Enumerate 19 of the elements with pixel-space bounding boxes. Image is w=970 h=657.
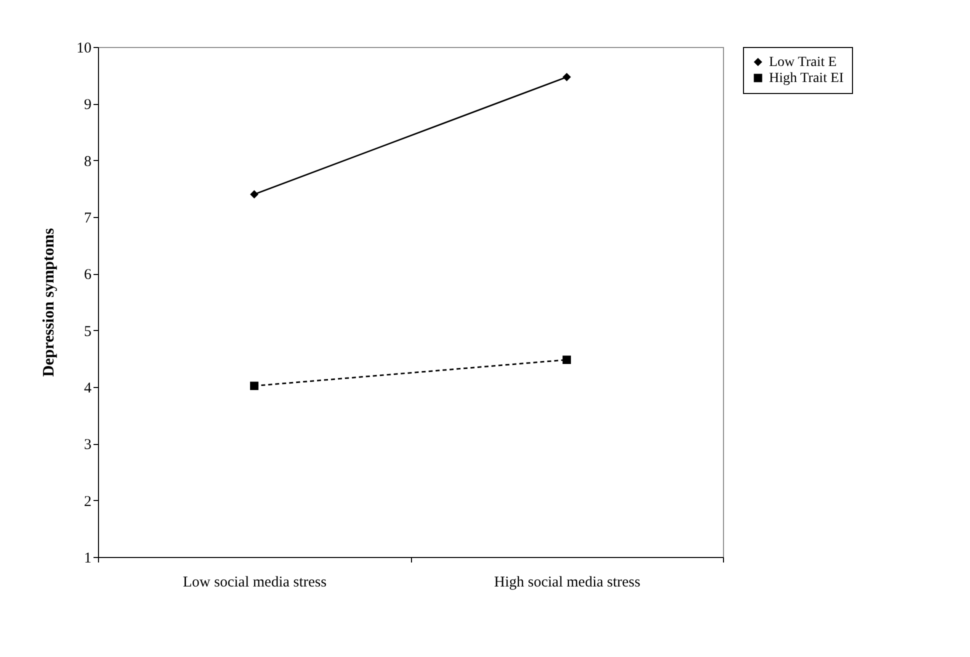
y-tick-label: 1: [84, 550, 92, 566]
x-tick-label: Low social media stress: [182, 574, 327, 590]
legend-label: Low Trait E: [769, 55, 837, 70]
point: [562, 72, 571, 82]
x-tick-label: High social media stress: [494, 574, 641, 590]
y-tick-label: 6: [84, 267, 92, 284]
y-axis-title: Depression symptoms: [40, 228, 58, 377]
y-tick-label: 3: [84, 437, 92, 454]
y-tick-label: 10: [76, 40, 92, 56]
point: [250, 190, 258, 199]
legend-label: High Trait EI: [769, 71, 844, 86]
y-tick-label: 2: [84, 494, 92, 510]
y-tick-label: 4: [84, 380, 92, 396]
point: [562, 356, 571, 364]
y-tick-label: 5: [84, 324, 92, 340]
y-tick-label: 7: [84, 210, 92, 226]
point: [250, 382, 258, 390]
y-tick-label: 8: [84, 154, 92, 170]
y-tick-label: 9: [84, 97, 92, 114]
